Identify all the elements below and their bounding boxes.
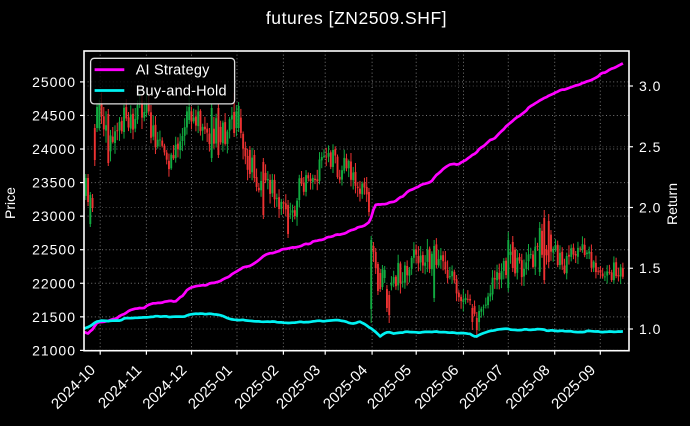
svg-text:23000: 23000 [32, 208, 76, 224]
svg-text:23500: 23500 [32, 175, 76, 191]
svg-text:21000: 21000 [32, 342, 76, 358]
svg-text:24500: 24500 [32, 108, 76, 124]
svg-text:22000: 22000 [32, 275, 76, 291]
svg-text:1.5: 1.5 [639, 260, 661, 276]
svg-text:2.0: 2.0 [639, 200, 661, 216]
svg-text:1.0: 1.0 [639, 321, 661, 337]
svg-text:futures [ZN2509.SHF]: futures [ZN2509.SHF] [266, 8, 447, 28]
svg-text:AI Strategy: AI Strategy [136, 63, 210, 79]
svg-text:Price: Price [2, 187, 18, 219]
svg-text:21500: 21500 [32, 309, 76, 325]
svg-text:24000: 24000 [32, 141, 76, 157]
svg-text:22500: 22500 [32, 242, 76, 258]
svg-text:2.5: 2.5 [639, 139, 661, 155]
svg-text:Buy-and-Hold: Buy-and-Hold [136, 83, 227, 99]
svg-text:3.0: 3.0 [639, 78, 661, 94]
svg-text:25000: 25000 [32, 74, 76, 90]
svg-text:Return: Return [664, 183, 680, 225]
